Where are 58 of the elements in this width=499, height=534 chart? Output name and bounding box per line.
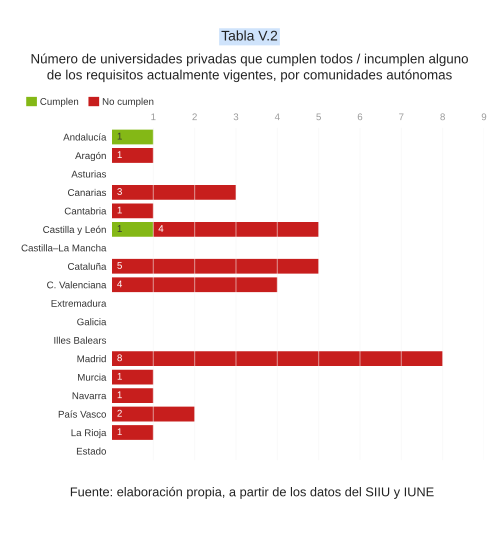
x-tick-label: 7: [399, 113, 404, 120]
x-tick-label: 3: [234, 113, 238, 120]
y-tick-label: Castilla y León: [43, 226, 106, 235]
data-label: 4: [117, 280, 122, 288]
y-tick-label: Cantabria: [64, 207, 106, 214]
bar: [112, 425, 154, 440]
x-tick-label: 6: [358, 113, 362, 120]
bar: [112, 203, 154, 218]
bar: [112, 222, 154, 237]
y-tick-label: Aragón: [75, 152, 106, 162]
data-label: 1: [118, 225, 122, 232]
data-label: 1: [118, 206, 122, 214]
y-tick-label: Andalucía: [63, 133, 106, 141]
y-tick-label: Extremadura: [52, 300, 106, 307]
data-label: 3: [117, 188, 122, 195]
x-tick-label: 8: [440, 113, 445, 120]
y-tick-label: Asturias: [71, 170, 106, 178]
bar: [112, 258, 319, 274]
legend-label: Cumplen: [40, 98, 78, 107]
data-label: 5: [117, 262, 122, 269]
data-label: 1: [118, 132, 122, 140]
y-tick-label: Castilla–La Mancha: [22, 244, 106, 252]
x-tick-label: 5: [316, 113, 321, 120]
data-label: 1: [118, 151, 122, 158]
data-label: 4: [158, 225, 164, 232]
chart-subtitle: Número de universidades privadas que cumplen todos / incumplen alguno de los requisitos actualmente vigentes, por comunidades autónomas: [32, 54, 468, 82]
y-tick-label: Madrid: [78, 355, 106, 362]
x-tick-label: 9: [482, 113, 486, 120]
y-tick-label: C. Valenciana: [47, 281, 106, 288]
data-label: 1: [118, 391, 122, 398]
bar: [112, 351, 443, 366]
y-tick-label: Navarra: [72, 392, 106, 400]
bar: [112, 406, 195, 422]
x-tick-label: 1: [151, 113, 156, 120]
chart-title: Tabla V.2: [221, 30, 278, 41]
y-tick-label: Murcia: [78, 374, 106, 381]
y-tick-label: Galicia: [77, 318, 106, 326]
legend-label: No cumplen: [102, 98, 154, 107]
source-note: Fuente: elaboración propia, a partir de los datos del SIIU y IUNE: [70, 486, 434, 499]
bar: [112, 185, 236, 200]
y-tick-label: País Vasco: [58, 410, 106, 418]
bar: [112, 148, 154, 163]
bar: [112, 388, 154, 403]
y-tick-label: Estado: [76, 447, 106, 455]
bar: [112, 370, 154, 385]
y-tick-label: La Rioja: [72, 429, 106, 438]
data-label: 1: [118, 428, 122, 436]
bar: [153, 222, 319, 237]
y-tick-label: Cataluña: [68, 262, 106, 270]
y-tick-label: Canarias: [68, 188, 106, 196]
bar: [112, 277, 278, 292]
data-label: 1: [118, 372, 122, 380]
y-tick-label: Illes Balears: [54, 336, 106, 344]
bar: [112, 130, 154, 144]
data-label: 2: [117, 410, 122, 417]
x-tick-label: 4: [274, 113, 280, 120]
x-tick-label: 2: [192, 113, 197, 120]
data-label: 8: [117, 354, 122, 362]
